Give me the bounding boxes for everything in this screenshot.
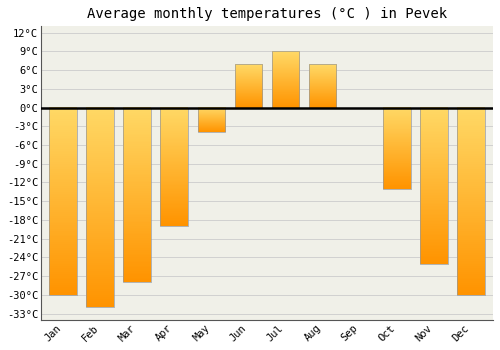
Bar xyxy=(383,107,410,189)
Bar xyxy=(160,107,188,226)
Bar xyxy=(234,64,262,107)
Bar xyxy=(457,107,484,295)
Bar xyxy=(124,107,151,282)
Bar xyxy=(272,51,299,107)
Bar xyxy=(50,107,77,295)
Bar xyxy=(420,107,448,264)
Bar xyxy=(86,107,114,307)
Bar xyxy=(308,64,336,107)
Title: Average monthly temperatures (°C ) in Pevek: Average monthly temperatures (°C ) in Pe… xyxy=(87,7,447,21)
Bar xyxy=(198,107,226,133)
